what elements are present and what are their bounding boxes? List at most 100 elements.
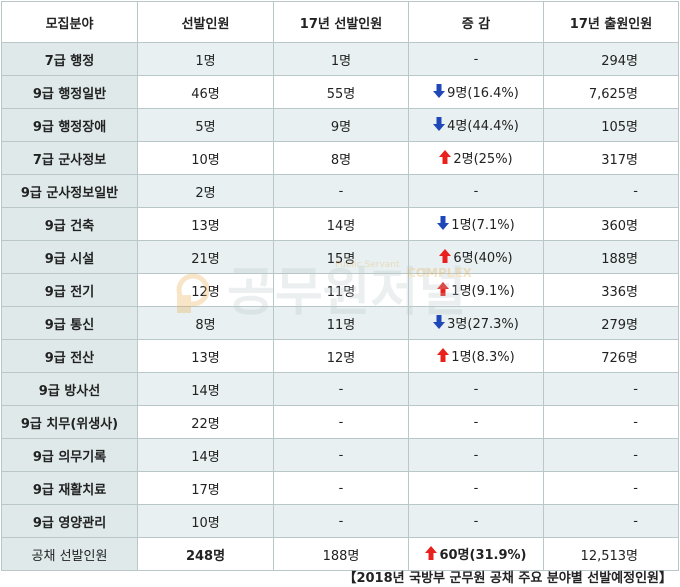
applicants-value: 317명 bbox=[601, 152, 638, 168]
field-cell: 9급 건축 bbox=[1, 207, 138, 241]
table-row: 9급 건축 13명 14명 1명(7.1%) 360명 bbox=[1, 207, 679, 241]
field-cell: 9급 행정일반 bbox=[1, 75, 138, 109]
change-value: - bbox=[473, 414, 479, 430]
change-cell: 9명(16.4%) bbox=[408, 75, 544, 109]
prev-selection-cell: 15명 bbox=[273, 240, 409, 274]
prev-selection-cell: - bbox=[273, 471, 409, 505]
field-cell: 9급 시설 bbox=[1, 240, 138, 274]
table-row: 9급 영양관리 10명 - - - bbox=[1, 504, 679, 538]
table-row: 9급 행정일반 46명 55명 9명(16.4%) 7,625명 bbox=[1, 75, 679, 109]
change-value: 1명(8.3%) bbox=[451, 349, 515, 365]
applicants-cell: 336명 bbox=[543, 273, 679, 307]
applicants-cell: - bbox=[543, 438, 679, 472]
change-value: 60명(31.9%) bbox=[439, 547, 527, 563]
applicants-cell: - bbox=[543, 471, 679, 505]
table-row: 9급 행정장애 5명 9명 4명(44.4%) 105명 bbox=[1, 108, 679, 142]
field-cell: 7급 군사정보 bbox=[1, 141, 138, 175]
change-value: - bbox=[473, 480, 479, 496]
applicants-value: 105명 bbox=[601, 119, 638, 135]
prev-selection-cell: - bbox=[273, 405, 409, 439]
selection-count: 13명 bbox=[191, 218, 220, 234]
change-cell: 1명(7.1%) bbox=[408, 207, 544, 241]
header-field: 모집분야 bbox=[1, 1, 138, 43]
applicants-cell: 7,625명 bbox=[543, 75, 679, 109]
selection-count: 17명 bbox=[191, 482, 220, 498]
selection-cell: 12명 bbox=[137, 273, 274, 307]
selection-cell: 2명 bbox=[137, 174, 274, 208]
table-row: 7급 행정 1명 1명 - 294명 bbox=[1, 42, 679, 76]
selection-count: 1명 bbox=[195, 53, 216, 69]
field-cell: 9급 재활치료 bbox=[1, 471, 138, 505]
selection-count: 46명 bbox=[191, 86, 220, 102]
table-row: 9급 시설 21명 15명 6명(40%) 188명 bbox=[1, 240, 679, 274]
change-cell: 60명(31.9%) bbox=[408, 537, 544, 571]
applicants-cell: - bbox=[543, 174, 679, 208]
selection-cell: 248명 bbox=[137, 537, 274, 571]
arrow-up-icon bbox=[437, 282, 450, 297]
applicants-cell: 188명 bbox=[543, 240, 679, 274]
header-selection: 선발인원 bbox=[137, 1, 274, 43]
change-cell: - bbox=[408, 438, 544, 472]
change-value: 6명(40%) bbox=[453, 250, 513, 266]
change-cell: 1명(8.3%) bbox=[408, 339, 544, 373]
applicants-value: 294명 bbox=[601, 53, 638, 69]
selection-count: 10명 bbox=[191, 152, 220, 168]
selection-cell: 10명 bbox=[137, 504, 274, 538]
applicants-cell: - bbox=[543, 372, 679, 406]
applicants-value: 279명 bbox=[601, 317, 638, 333]
table-row: 9급 의무기록 14명 - - - bbox=[1, 438, 679, 472]
change-cell: - bbox=[408, 471, 544, 505]
selection-cell: 17명 bbox=[137, 471, 274, 505]
change-cell: - bbox=[408, 405, 544, 439]
selection-count: 14명 bbox=[191, 449, 220, 465]
field-cell: 9급 치무(위생사) bbox=[1, 405, 138, 439]
selection-count: 2명 bbox=[195, 185, 216, 201]
field-cell: 9급 군사정보일반 bbox=[1, 174, 138, 208]
selection-cell: 10명 bbox=[137, 141, 274, 175]
selection-cell: 46명 bbox=[137, 75, 274, 109]
applicants-value: 336명 bbox=[601, 284, 638, 300]
applicants-value: - bbox=[633, 183, 638, 199]
change-cell: - bbox=[408, 504, 544, 538]
header-row: 모집분야 선발인원 17년 선발인원 증 감 17년 출원인원 bbox=[1, 1, 679, 43]
field-cell: 9급 의무기록 bbox=[1, 438, 138, 472]
change-value: 2명(25%) bbox=[453, 151, 513, 167]
arrow-down-icon bbox=[433, 315, 446, 330]
applicants-value: 726명 bbox=[601, 350, 638, 366]
table-row: 9급 군사정보일반 2명 - - - bbox=[1, 174, 679, 208]
applicants-value: - bbox=[633, 513, 638, 529]
change-cell: 2명(25%) bbox=[408, 141, 544, 175]
arrow-up-icon bbox=[439, 249, 452, 264]
applicants-cell: 726명 bbox=[543, 339, 679, 373]
prev-selection-cell: - bbox=[273, 174, 409, 208]
field-cell: 9급 전기 bbox=[1, 273, 138, 307]
table-row: 9급 재활치료 17명 - - - bbox=[1, 471, 679, 505]
change-value: - bbox=[473, 513, 479, 529]
prev-selection-cell: 188명 bbox=[273, 537, 409, 571]
table-row: 9급 전산 13명 12명 1명(8.3%) 726명 bbox=[1, 339, 679, 373]
prev-selection-cell: 12명 bbox=[273, 339, 409, 373]
change-value: - bbox=[473, 447, 479, 463]
applicants-value: 360명 bbox=[601, 218, 638, 234]
table-row: 9급 통신 8명 11명 3명(27.3%) 279명 bbox=[1, 306, 679, 340]
applicants-value: - bbox=[633, 414, 638, 430]
selection-count: 13명 bbox=[191, 350, 220, 366]
selection-count: 5명 bbox=[195, 119, 216, 135]
prev-selection-cell: 1명 bbox=[273, 42, 409, 76]
field-cell: 9급 전산 bbox=[1, 339, 138, 373]
field-cell: 7급 행정 bbox=[1, 42, 138, 76]
header-prev-selection: 17년 선발인원 bbox=[273, 1, 409, 43]
change-value: 3명(27.3%) bbox=[447, 316, 519, 332]
change-cell: - bbox=[408, 174, 544, 208]
change-cell: 1명(9.1%) bbox=[408, 273, 544, 307]
field-cell: 9급 통신 bbox=[1, 306, 138, 340]
change-value: - bbox=[473, 183, 479, 199]
field-cell: 공채 선발인원 bbox=[1, 537, 138, 571]
change-cell: 4명(44.4%) bbox=[408, 108, 544, 142]
selection-count: 248명 bbox=[185, 548, 226, 564]
selection-count: 21명 bbox=[191, 251, 220, 267]
applicants-cell: 360명 bbox=[543, 207, 679, 241]
applicants-cell: 105명 bbox=[543, 108, 679, 142]
recruitment-table: 모집분야 선발인원 17년 선발인원 증 감 17년 출원인원 7급 행정 1명 1… bbox=[1, 1, 679, 571]
header-applicants: 17년 출원인원 bbox=[543, 1, 679, 43]
